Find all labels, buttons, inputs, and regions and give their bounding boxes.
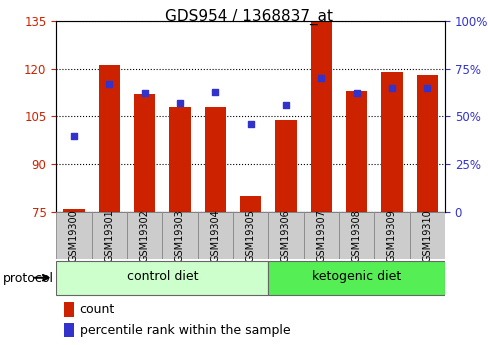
Point: [211, 89, 219, 94]
Point: [282, 102, 289, 108]
Bar: [64, 302, 74, 317]
Text: count: count: [80, 303, 115, 316]
Bar: [56, 261, 268, 295]
Text: GSM19303: GSM19303: [175, 209, 184, 262]
Point: [141, 91, 148, 96]
Bar: [240, 196, 261, 212]
Bar: [99, 66, 120, 212]
Bar: [416, 75, 437, 212]
Text: GSM19310: GSM19310: [422, 209, 431, 262]
Bar: [268, 212, 303, 259]
Point: [246, 121, 254, 127]
Bar: [409, 212, 444, 259]
Bar: [373, 212, 409, 259]
Bar: [204, 107, 225, 212]
Bar: [134, 94, 155, 212]
Text: GSM19300: GSM19300: [69, 209, 79, 262]
Bar: [56, 212, 91, 259]
Point: [317, 76, 325, 81]
Text: protocol: protocol: [2, 272, 53, 285]
Text: GSM19302: GSM19302: [139, 209, 149, 262]
Text: ketogenic diet: ketogenic diet: [311, 270, 401, 284]
Point: [176, 100, 183, 106]
Text: GDS954 / 1368837_at: GDS954 / 1368837_at: [165, 9, 333, 25]
Point: [423, 85, 430, 90]
Text: control diet: control diet: [126, 270, 198, 284]
Text: GSM19304: GSM19304: [210, 209, 220, 262]
Text: GSM19306: GSM19306: [281, 209, 290, 262]
Bar: [381, 72, 402, 212]
Bar: [162, 212, 197, 259]
Text: GSM19307: GSM19307: [316, 209, 325, 262]
Bar: [169, 107, 190, 212]
Text: GSM19308: GSM19308: [351, 209, 361, 262]
Bar: [338, 212, 373, 259]
Bar: [63, 209, 84, 212]
Bar: [127, 212, 162, 259]
Bar: [310, 21, 331, 212]
Point: [70, 133, 78, 138]
Bar: [346, 91, 366, 212]
Bar: [64, 323, 74, 337]
Bar: [232, 212, 268, 259]
Text: GSM19305: GSM19305: [245, 209, 255, 262]
Bar: [275, 120, 296, 212]
Point: [387, 85, 395, 90]
Point: [105, 81, 113, 87]
Text: GSM19301: GSM19301: [104, 209, 114, 262]
Bar: [197, 212, 232, 259]
Text: percentile rank within the sample: percentile rank within the sample: [80, 324, 289, 337]
Bar: [268, 261, 444, 295]
Point: [352, 91, 360, 96]
Bar: [91, 212, 127, 259]
Bar: [303, 212, 338, 259]
Text: GSM19309: GSM19309: [386, 209, 396, 262]
